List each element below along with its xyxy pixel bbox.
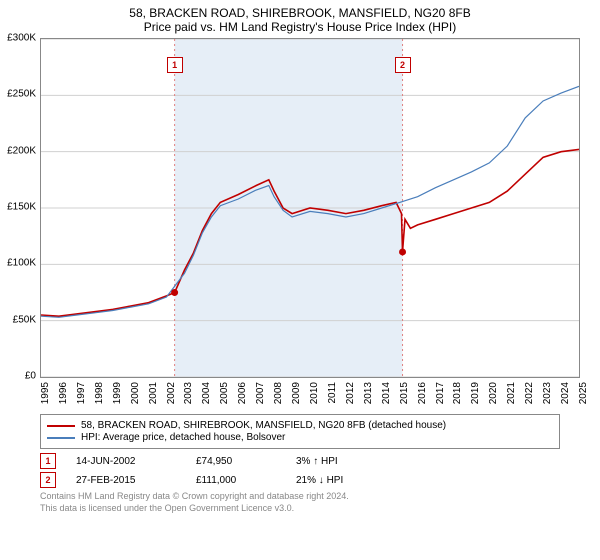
legend-swatch (47, 437, 75, 439)
x-tick-label: 2025 (578, 382, 589, 404)
x-tick-label: 2003 (183, 382, 194, 404)
event-price: £74,950 (196, 456, 276, 467)
y-tick-label: £250K (0, 89, 36, 100)
x-tick-label: 1997 (76, 382, 87, 404)
event-date: 14-JUN-2002 (76, 456, 176, 467)
y-axis: £0£50K£100K£150K£200K£250K£300K (0, 38, 40, 378)
x-tick-label: 2007 (255, 382, 266, 404)
x-tick-label: 2016 (417, 382, 428, 404)
plot-area: 12 (40, 38, 580, 378)
x-tick-label: 2006 (237, 382, 248, 404)
y-tick-label: £100K (0, 258, 36, 269)
legend-item-price-paid: 58, BRACKEN ROAD, SHIREBROOK, MANSFIELD,… (47, 420, 553, 431)
legend-label: 58, BRACKEN ROAD, SHIREBROOK, MANSFIELD,… (81, 420, 446, 431)
legend-swatch (47, 425, 75, 427)
legend-item-hpi: HPI: Average price, detached house, Bols… (47, 432, 553, 443)
event-delta: 21% ↓ HPI (296, 475, 376, 486)
event-row: 2 27-FEB-2015 £111,000 21% ↓ HPI (40, 472, 560, 488)
x-tick-label: 2010 (309, 382, 320, 404)
chart-event-badge: 2 (395, 57, 411, 73)
chart-title: 58, BRACKEN ROAD, SHIREBROOK, MANSFIELD,… (0, 0, 600, 20)
chart-subtitle: Price paid vs. HM Land Registry's House … (0, 20, 600, 38)
chart-svg (41, 39, 579, 377)
y-tick-label: £0 (0, 371, 36, 382)
event-row: 1 14-JUN-2002 £74,950 3% ↑ HPI (40, 453, 560, 469)
event-badge-icon: 1 (40, 453, 56, 469)
event-badge-icon: 2 (40, 472, 56, 488)
x-tick-label: 2013 (363, 382, 374, 404)
x-tick-label: 2019 (470, 382, 481, 404)
x-tick-label: 2009 (291, 382, 302, 404)
x-axis: 1995 1996 1997 1998 1999 2000 2001 2002 2003 2004… (40, 378, 580, 408)
event-date: 27-FEB-2015 (76, 475, 176, 486)
event-table: 1 14-JUN-2002 £74,950 3% ↑ HPI 2 27-FEB-… (40, 453, 560, 488)
x-tick-label: 2017 (435, 382, 446, 404)
x-tick-label: 2023 (542, 382, 553, 404)
x-tick-label: 2008 (273, 382, 284, 404)
x-tick-label: 2020 (488, 382, 499, 404)
attribution-line: Contains HM Land Registry data © Crown c… (40, 491, 560, 503)
event-price: £111,000 (196, 475, 276, 486)
x-tick-label: 2015 (399, 382, 410, 404)
x-tick-label: 1995 (40, 382, 51, 404)
x-tick-label: 2001 (148, 382, 159, 404)
x-tick-label: 1998 (94, 382, 105, 404)
x-tick-label: 2018 (452, 382, 463, 404)
x-tick-label: 1999 (112, 382, 123, 404)
chart-event-badge: 1 (167, 57, 183, 73)
x-tick-label: 1996 (58, 382, 69, 404)
chart-container: £0£50K£100K£150K£200K£250K£300K 12 19951… (40, 38, 600, 408)
x-tick-label: 2022 (524, 382, 535, 404)
x-tick-label: 2005 (219, 382, 230, 404)
attribution: Contains HM Land Registry data © Crown c… (40, 491, 560, 514)
x-tick-label: 2011 (327, 382, 338, 404)
y-tick-label: £300K (0, 33, 36, 44)
x-tick-label: 2014 (381, 382, 392, 404)
y-tick-label: £50K (0, 314, 36, 325)
x-tick-label: 2021 (506, 382, 517, 404)
legend-label: HPI: Average price, detached house, Bols… (81, 432, 285, 443)
x-tick-label: 2004 (201, 382, 212, 404)
y-tick-label: £150K (0, 202, 36, 213)
x-tick-label: 2002 (166, 382, 177, 404)
y-tick-label: £200K (0, 145, 36, 156)
event-delta: 3% ↑ HPI (296, 456, 376, 467)
x-tick-label: 2024 (560, 382, 571, 404)
x-tick-label: 2012 (345, 382, 356, 404)
legend: 58, BRACKEN ROAD, SHIREBROOK, MANSFIELD,… (40, 414, 560, 449)
x-tick-label: 2000 (130, 382, 141, 404)
attribution-line: This data is licensed under the Open Gov… (40, 503, 560, 515)
